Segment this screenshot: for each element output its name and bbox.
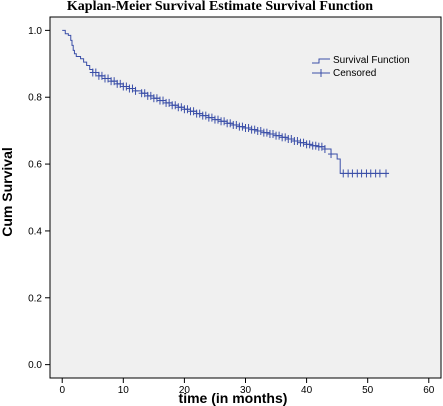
censored-mark: [153, 94, 160, 103]
censored-mark: [111, 77, 118, 86]
censored-mark: [221, 117, 228, 126]
chart-title: Kaplan-Meier Survival Estimate Survival …: [67, 0, 373, 14]
censored-mark: [160, 96, 167, 105]
y-tick-label: 0.8: [28, 93, 42, 104]
censored-mark: [123, 82, 130, 91]
legend-box: [307, 51, 419, 83]
censored-mark: [147, 91, 154, 100]
censored-mark: [141, 89, 148, 98]
y-tick-label: 1.0: [28, 26, 42, 37]
legend-survival-label: Survival Function: [333, 55, 410, 66]
censored-mark: [263, 128, 270, 137]
censored-mark: [376, 169, 383, 178]
censored-mark: [202, 111, 209, 120]
legend-survival-swatch: [312, 58, 330, 64]
censored-mark: [294, 137, 301, 146]
legend: Survival Function Censored: [307, 51, 419, 83]
censored-mark: [233, 120, 240, 129]
x-tick-label: 40: [301, 385, 313, 396]
censored-mark: [321, 145, 328, 154]
censored-mark: [184, 105, 191, 114]
censored-mark: [227, 119, 234, 128]
y-tick-label: 0.0: [28, 360, 42, 371]
axes: 0 10 20 30 40 50 60 0.0 0.2 0.4 0.6 0.8 1.0: [28, 26, 435, 396]
censored-mark: [288, 135, 295, 144]
censored-mark: [190, 107, 197, 116]
censored-mark: [178, 103, 185, 112]
x-tick-label: 0: [59, 385, 65, 396]
series-layer: [62, 29, 390, 178]
x-tick-label: 10: [118, 385, 130, 396]
censored-mark: [105, 74, 112, 83]
censored-mark: [166, 98, 173, 107]
censored-mark: [196, 109, 203, 118]
y-tick-label: 0.2: [28, 293, 42, 304]
censored-mark: [318, 142, 325, 151]
censored-mark: [117, 79, 124, 88]
y-tick-label: 0.6: [28, 160, 42, 171]
censored-mark: [282, 133, 289, 142]
censored-mark: [383, 169, 390, 178]
censored-mark: [239, 122, 246, 131]
censored-mark: [92, 68, 99, 77]
x-axis-label: time (in months): [179, 390, 288, 406]
censored-mark: [132, 86, 139, 95]
censored-mark: [215, 115, 222, 124]
censored-mark: [251, 125, 258, 134]
x-tick-label: 50: [362, 385, 374, 396]
censored-mark: [208, 113, 215, 122]
censored-mark: [172, 101, 179, 110]
censored-mark: [300, 138, 307, 147]
censored-mark: [312, 141, 319, 150]
censored-mark: [98, 71, 105, 80]
x-tick-label: 60: [423, 385, 435, 396]
y-tick-label: 0.4: [28, 226, 42, 237]
censored-mark: [306, 140, 313, 149]
censored-mark: [276, 131, 283, 140]
censored-mark: [257, 126, 264, 135]
censored-mark: [328, 150, 335, 159]
x-tick-label: 30: [240, 385, 252, 396]
legend-censored-label: Censored: [333, 68, 376, 79]
y-axis-label: Cum Survival: [0, 147, 15, 236]
censored-mark: [245, 123, 252, 132]
x-tick-label: 20: [179, 385, 191, 396]
censored-mark: [129, 84, 136, 93]
censored-mark: [269, 129, 276, 138]
